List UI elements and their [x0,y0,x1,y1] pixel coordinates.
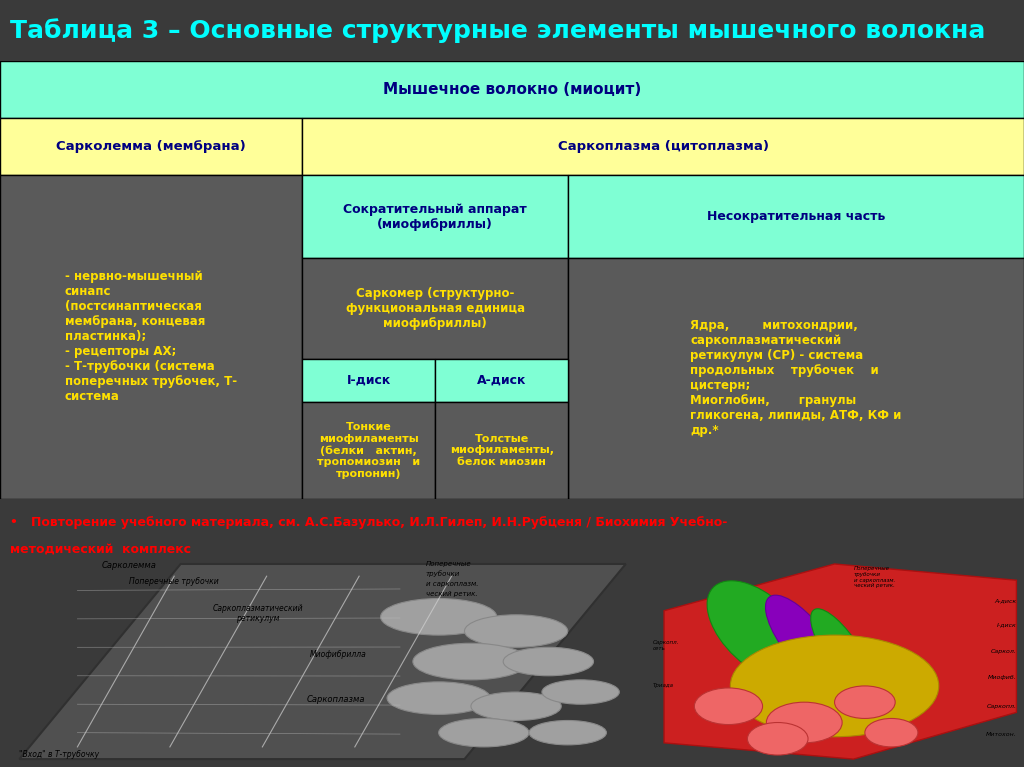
Text: Сарколемма (мембрана): Сарколемма (мембрана) [56,140,246,153]
Ellipse shape [708,581,810,681]
Text: - нервно-мышечный
синапс
(постсинаптическая
мембрана, концевая
пластинка);
- рец: - нервно-мышечный синапс (постсинаптичес… [65,270,238,403]
Text: Саркоплазматический: Саркоплазматический [213,604,303,613]
Text: Миофиб.: Миофиб. [988,675,1017,680]
Ellipse shape [730,635,939,737]
Ellipse shape [811,609,873,694]
Text: Поперечные трубочки: Поперечные трубочки [129,578,219,586]
Bar [435,403,568,499]
Bar [568,175,1024,258]
Text: "Вход" в Т-трубочку: "Вход" в Т-трубочку [19,750,99,759]
Polygon shape [664,564,1017,759]
Circle shape [471,692,561,720]
Circle shape [766,703,842,742]
Text: Саркопл.
сеть: Саркопл. сеть [652,640,679,650]
Bar [302,118,1024,175]
Text: Саркоплазма: Саркоплазма [306,695,365,704]
Circle shape [387,682,490,714]
Text: Саркопл.: Саркопл. [986,704,1017,709]
Text: ретикулум: ретикулум [237,614,280,623]
Text: трубочки: трубочки [426,571,460,578]
Text: Ядра,        митохондрии,
саркоплазматический
ретикулум (СР) - система
продольны: Ядра, митохондрии, саркоплазматический р… [690,319,902,437]
Text: Несократительная часть: Несократительная часть [707,210,886,223]
Text: •   Повторение учебного материала, см. А.С.Базулько, И.Л.Гилеп, И.Н.Рубценя / Би: • Повторение учебного материала, см. А.С… [10,515,728,528]
Circle shape [503,647,594,676]
Text: Саркол.: Саркол. [990,649,1017,654]
Bar [568,258,1024,499]
Text: Сократительный аппарат
(миофибриллы): Сократительный аппарат (миофибриллы) [343,202,527,231]
Text: Триада: Триада [652,683,674,689]
Text: Митохон.: Митохон. [986,732,1017,737]
Text: Поперечные: Поперечные [426,561,471,567]
Circle shape [865,719,918,747]
Bar [302,175,568,258]
Circle shape [748,723,808,755]
Circle shape [694,688,763,725]
Text: I-диск: I-диск [996,623,1017,627]
Circle shape [835,686,895,719]
Text: Мышечное волокно (миоцит): Мышечное волокно (миоцит) [383,82,641,97]
Text: А-диск: А-диск [994,598,1017,603]
Text: Толстые
миофиламенты,
белок миозин: Толстые миофиламенты, белок миозин [450,434,554,467]
Text: А-диск: А-диск [477,374,526,387]
Bar [435,359,568,403]
Text: Тонкие
миофиламенты
(белки   актин,
тропомиозин   и
тропонин): Тонкие миофиламенты (белки актин, тропом… [317,422,420,479]
Bar [0,118,302,175]
Text: и саркоплазм.: и саркоплазм. [426,581,478,588]
Text: методический  комплекс: методический комплекс [10,543,191,556]
Circle shape [529,720,606,745]
Bar [0,61,1024,118]
Text: ческий ретик.: ческий ретик. [426,591,477,597]
Bar [0,175,302,499]
Polygon shape [19,564,626,759]
Circle shape [542,680,620,704]
Text: Саркомер (структурно-
функциональная единица
миофибриллы): Саркомер (структурно- функциональная еди… [346,287,524,330]
Text: I-диск: I-диск [346,374,391,387]
Text: Сарколемма: Сарколемма [101,561,157,570]
Circle shape [413,644,529,680]
Text: Поперечные
трубочки
и саркоплазм.
ческий ретик.: Поперечные трубочки и саркоплазм. ческий… [854,566,895,588]
Circle shape [438,719,529,747]
Text: Миофибрилла: Миофибрилла [309,650,367,660]
Bar [302,403,435,499]
Bar [302,258,568,359]
Circle shape [465,615,567,647]
Ellipse shape [766,595,843,687]
Circle shape [381,598,497,635]
Bar [302,359,435,403]
Text: Таблица 3 – Основные структурные элементы мышечного волокна: Таблица 3 – Основные структурные элемент… [10,18,986,43]
Text: Саркоплазма (цитоплазма): Саркоплазма (цитоплазма) [557,140,769,153]
